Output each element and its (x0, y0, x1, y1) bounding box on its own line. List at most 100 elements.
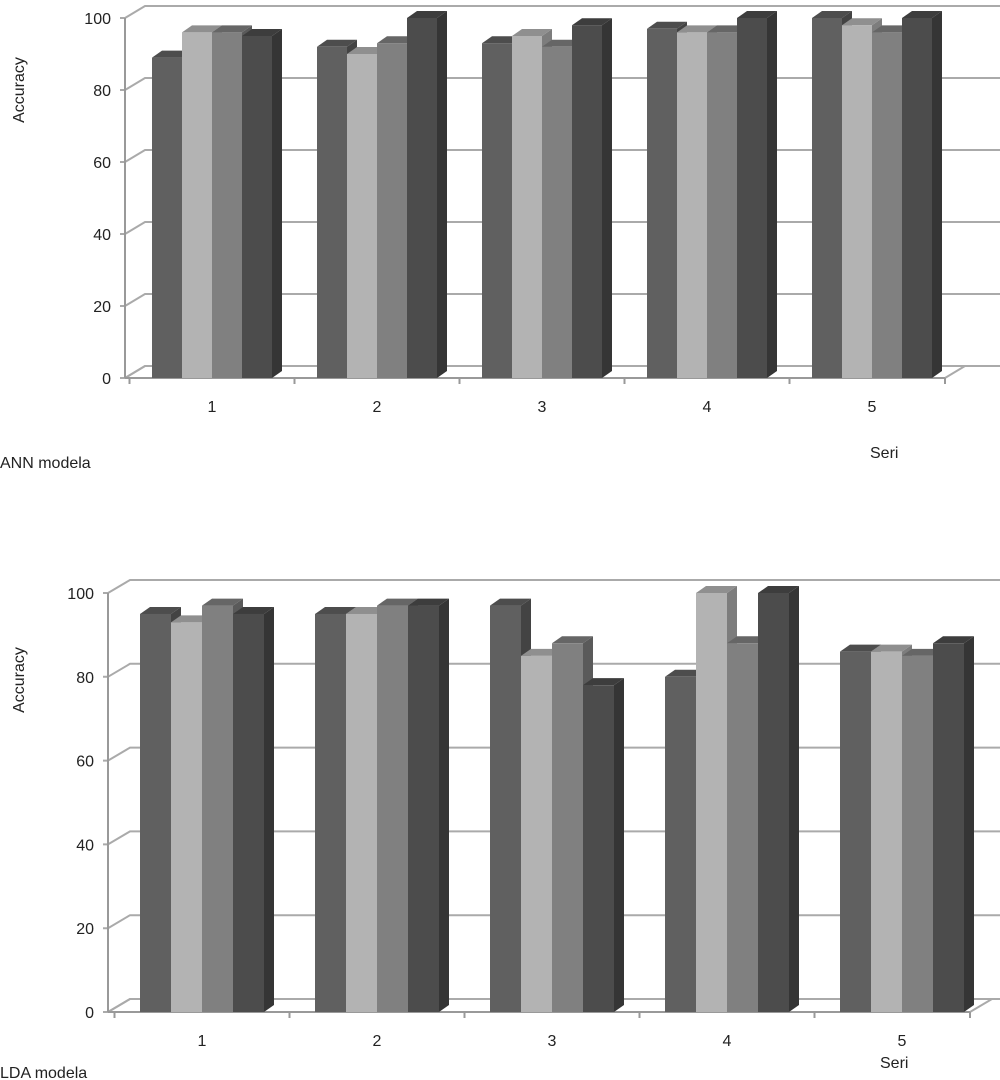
bar-front (182, 32, 212, 379)
x-axis-label: Seri (870, 445, 898, 462)
bar-top (933, 636, 974, 644)
x-tick-label: 1 (208, 399, 217, 416)
bar-front (665, 676, 696, 1012)
bar-side (614, 678, 624, 1012)
bar-top (665, 669, 706, 677)
y-tick-label: 20 (76, 921, 94, 938)
bar-top (647, 21, 687, 29)
bar-front (572, 25, 602, 378)
bar (242, 29, 282, 378)
bar-front (677, 32, 707, 379)
bar (758, 586, 799, 1012)
bar-front (407, 18, 437, 378)
bar-top (840, 644, 881, 652)
bar-side (439, 598, 449, 1012)
x-tick-label: 2 (373, 1033, 382, 1050)
bar-side (264, 606, 274, 1012)
bar-top (182, 25, 222, 33)
bar-side (602, 18, 612, 378)
x-tick-label: 4 (703, 399, 712, 416)
bar-top (552, 636, 593, 644)
bar-front (347, 54, 377, 378)
bar-front (840, 651, 871, 1012)
x-tick-label: 3 (538, 399, 547, 416)
bar-front (202, 605, 233, 1012)
chart-caption: LDA modela (0, 1065, 87, 1080)
bar (233, 606, 274, 1012)
bar-front (171, 622, 202, 1012)
bar-front (512, 36, 542, 378)
bar-front (583, 685, 614, 1012)
bar-top (140, 606, 181, 614)
gridline (103, 579, 1000, 594)
bar-front (542, 46, 572, 379)
bar-top (346, 606, 387, 614)
bar-side (964, 636, 974, 1012)
bar-side (437, 11, 447, 378)
y-tick-label: 100 (67, 586, 94, 603)
bar-front (812, 18, 842, 378)
bar-front (377, 605, 408, 1012)
bar-front (482, 43, 512, 378)
bar-front (933, 643, 964, 1012)
bar-top (521, 648, 562, 656)
x-axis-label: Seri (880, 1055, 908, 1072)
bar-front (707, 32, 737, 379)
x-tick-label: 2 (373, 399, 382, 416)
bar-front (902, 18, 932, 378)
gridline (120, 5, 1000, 19)
y-axis-label: Accuracy (11, 57, 28, 123)
bar-front (842, 25, 872, 378)
x-tick-label: 5 (868, 399, 877, 416)
bar-top (812, 11, 852, 18)
bar-top (408, 598, 449, 606)
bar-front (233, 613, 264, 1012)
x-tick-label: 4 (723, 1033, 732, 1050)
bar-top (212, 25, 252, 33)
bar-side (789, 586, 799, 1012)
bar-front (242, 36, 272, 378)
bar-front (315, 613, 346, 1012)
bar-front (212, 32, 242, 379)
bar-front (140, 613, 171, 1012)
bar (572, 18, 612, 378)
bar-top (315, 606, 356, 614)
bar-top (572, 18, 612, 26)
bar-top (242, 29, 282, 36)
bar-side (932, 11, 942, 378)
y-tick-label: 40 (76, 837, 94, 854)
bar (902, 11, 942, 378)
y-tick-label: 60 (93, 155, 111, 172)
bar-front (521, 655, 552, 1012)
x-tick-label: 5 (898, 1033, 907, 1050)
bar-top (583, 678, 624, 686)
bar-top (902, 11, 942, 18)
bar-front (727, 643, 758, 1012)
bar (737, 11, 777, 378)
bar-top (696, 586, 737, 593)
bar-side (767, 11, 777, 378)
bar-top (233, 606, 274, 614)
chart-1: 0 20 40 60 80 100 1 2 3 4 5 Accuracy Seri ANN modela (0, 5, 1000, 472)
bar-top (317, 39, 357, 47)
bar (696, 586, 737, 1012)
bar-front (490, 605, 521, 1012)
y-tick-label: 80 (93, 83, 111, 100)
bar-top (758, 586, 799, 593)
bar-front (152, 57, 182, 378)
bar-side (272, 29, 282, 378)
bar-top (202, 598, 243, 606)
bar (408, 598, 449, 1012)
y-tick-label: 0 (85, 1005, 94, 1022)
bar-top (490, 598, 531, 606)
bar-top (842, 18, 882, 26)
bar (407, 11, 447, 378)
bar-front (902, 655, 933, 1012)
bar (933, 636, 974, 1012)
bar-top (871, 644, 912, 652)
bar-front (871, 651, 902, 1012)
bar-top (737, 11, 777, 18)
bar-top (171, 615, 212, 623)
y-axis-label: Accuracy (11, 647, 28, 713)
